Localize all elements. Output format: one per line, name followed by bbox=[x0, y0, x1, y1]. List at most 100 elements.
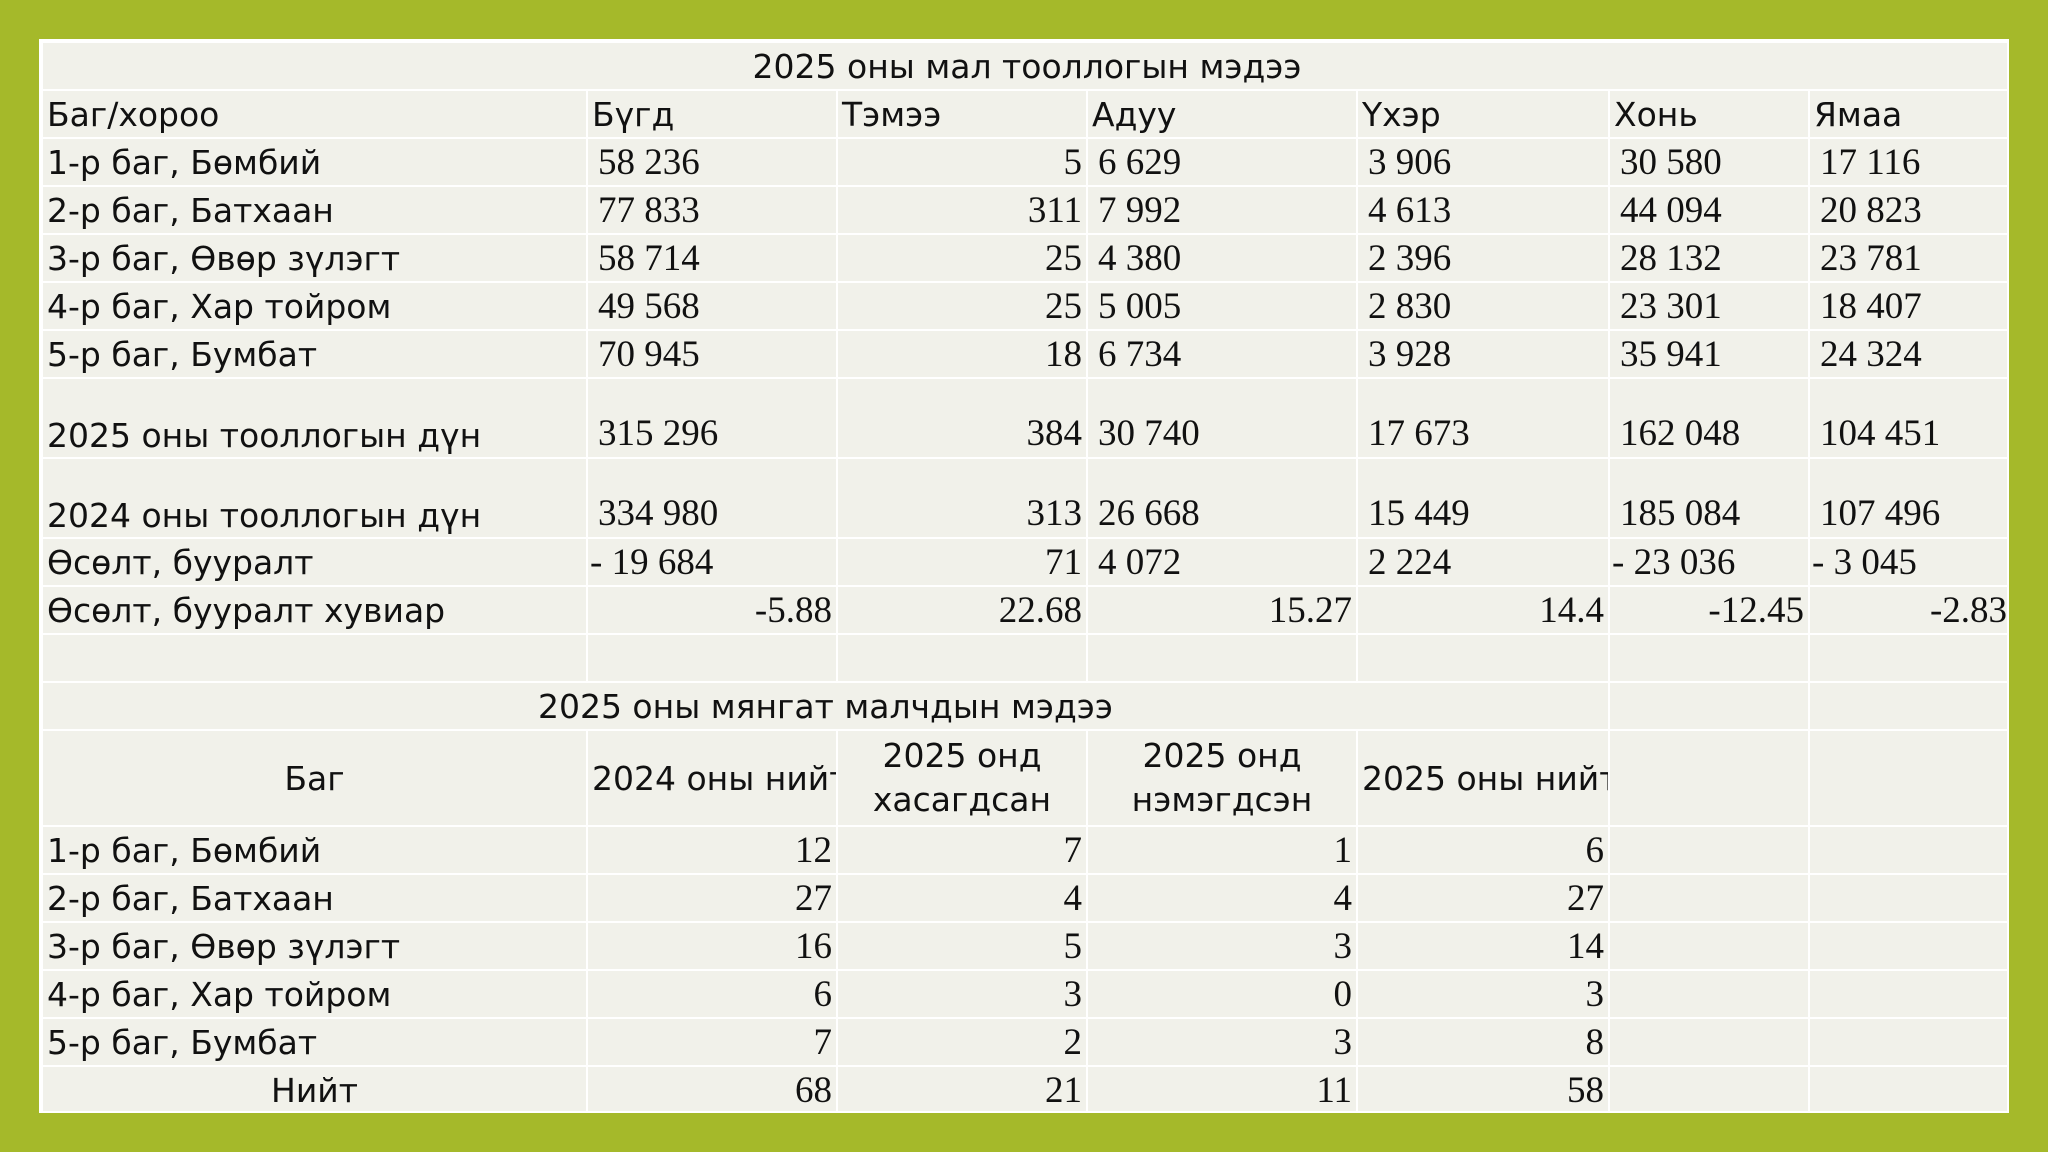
cell: 7 bbox=[586, 1017, 838, 1067]
cell: - 3 045 bbox=[1807, 537, 2007, 587]
row-label: 3-р баг, Өвөр зүлэгт bbox=[41, 921, 588, 971]
cell: 27 bbox=[586, 873, 838, 923]
livestock-title: 2025 оны мал тооллогын мэдээ bbox=[41, 41, 2007, 91]
cell: 14.4 bbox=[1356, 585, 1610, 635]
cell: 14 bbox=[1356, 921, 1610, 971]
table-row: 5-р баг, Бумбат 70 945 18 6 734 3 928 35… bbox=[41, 329, 2007, 379]
cell: 18 407 bbox=[1807, 281, 2007, 331]
row-label: 1-р баг, Бөмбий bbox=[41, 137, 588, 187]
cell: 2 830 bbox=[1356, 281, 1610, 331]
cell: 3 bbox=[1356, 969, 1610, 1019]
cell: 3 bbox=[1086, 1017, 1358, 1067]
row-label: 2024 оны тооллогын дүн bbox=[41, 457, 588, 539]
livestock-title-row: 2025 оны мал тооллогын мэдээ bbox=[41, 41, 2007, 91]
cell: 12 bbox=[586, 825, 838, 875]
cell: 5 bbox=[836, 921, 1088, 971]
cell: 3 906 bbox=[1356, 137, 1610, 187]
cell: 26 668 bbox=[1086, 457, 1358, 539]
cell: 25 bbox=[836, 281, 1088, 331]
cell: 30 740 bbox=[1086, 377, 1358, 459]
empty-row bbox=[41, 633, 2007, 683]
row-label: 2025 оны тооллогын дүн bbox=[41, 377, 588, 459]
cell: 4 380 bbox=[1086, 233, 1358, 283]
cell: 22.68 bbox=[836, 585, 1088, 635]
cell: 58 714 bbox=[586, 233, 838, 283]
cell: 6 bbox=[1356, 825, 1610, 875]
row-label: 5-р баг, Бумбат bbox=[41, 329, 588, 379]
cell: 30 580 bbox=[1608, 137, 1810, 187]
table-row: 2-р баг, Батхаан 27 4 4 27 bbox=[41, 873, 2007, 923]
cell: 15 449 bbox=[1356, 457, 1610, 539]
cell: 185 084 bbox=[1608, 457, 1810, 539]
cell: 70 945 bbox=[586, 329, 838, 379]
cell: 17 673 bbox=[1356, 377, 1610, 459]
header-cell: Баг bbox=[41, 729, 588, 827]
cell: 21 bbox=[836, 1065, 1088, 1111]
cell: 311 bbox=[836, 185, 1088, 235]
cell: 5 005 bbox=[1086, 281, 1358, 331]
cell: 6 bbox=[586, 969, 838, 1019]
cell: 8 bbox=[1356, 1017, 1610, 1067]
row-label: 5-р баг, Бумбат bbox=[41, 1017, 588, 1067]
cell: 68 bbox=[586, 1065, 838, 1111]
cell: 104 451 bbox=[1807, 377, 2007, 459]
row-label: 2-р баг, Батхаан bbox=[41, 185, 588, 235]
table-row: 5-р баг, Бумбат 7 2 3 8 bbox=[41, 1017, 2007, 1067]
row-label: Өсөлт, бууралт bbox=[41, 537, 588, 587]
cell: 162 048 bbox=[1608, 377, 1810, 459]
table-row: 3-р баг, Өвөр зүлэгт 58 714 25 4 380 2 3… bbox=[41, 233, 2007, 283]
total-2025-row: 2025 оны тооллогын дүн 315 296 384 30 74… bbox=[41, 377, 2007, 459]
cell: 2 396 bbox=[1356, 233, 1610, 283]
cell: 4 613 bbox=[1356, 185, 1610, 235]
cell: -5.88 bbox=[586, 585, 838, 635]
header-cell: Баг/хороо bbox=[41, 89, 588, 139]
cell: 7 bbox=[836, 825, 1088, 875]
row-label: Нийт bbox=[41, 1065, 588, 1111]
cell: -12.45 bbox=[1608, 585, 1810, 635]
header-cell: 2025 онд нэмэгдсэн bbox=[1086, 729, 1358, 827]
cell: 23 301 bbox=[1608, 281, 1810, 331]
herders-title: 2025 оны мянгат малчдын мэдээ bbox=[41, 681, 1610, 731]
herders-header-row: Баг 2024 оны нийт 2025 онд хасагдсан 202… bbox=[41, 729, 2007, 827]
cell: -2.83 bbox=[1807, 585, 2007, 635]
cell: 15.27 bbox=[1086, 585, 1358, 635]
table-row: 3-р баг, Өвөр зүлэгт 16 5 3 14 bbox=[41, 921, 2007, 971]
cell: 25 bbox=[836, 233, 1088, 283]
table-row: 1-р баг, Бөмбий 12 7 1 6 bbox=[41, 825, 2007, 875]
cell: 2 224 bbox=[1356, 537, 1610, 587]
cell: 2 bbox=[836, 1017, 1088, 1067]
cell: 11 bbox=[1086, 1065, 1358, 1111]
cell: 35 941 bbox=[1608, 329, 1810, 379]
cell: 27 bbox=[1356, 873, 1610, 923]
cell: 3 928 bbox=[1356, 329, 1610, 379]
cell: 20 823 bbox=[1807, 185, 2007, 235]
cell: 77 833 bbox=[586, 185, 838, 235]
spreadsheet: 2025 оны мал тооллогын мэдээ Баг/хороо Б… bbox=[39, 39, 2009, 1113]
header-cell: 2025 оны нийт bbox=[1356, 729, 1610, 827]
cell: - 19 684 bbox=[586, 537, 838, 587]
header-cell: 2024 оны нийт bbox=[586, 729, 838, 827]
livestock-table: 2025 оны мал тооллогын мэдээ Баг/хороо Б… bbox=[41, 41, 2007, 1111]
row-label: 4-р баг, Хар тойром bbox=[41, 281, 588, 331]
cell: 6 734 bbox=[1086, 329, 1358, 379]
header-cell: 2025 онд хасагдсан bbox=[836, 729, 1088, 827]
table-row: 1-р баг, Бөмбий 58 236 5 6 629 3 906 30 … bbox=[41, 137, 2007, 187]
cell: 58 236 bbox=[586, 137, 838, 187]
cell: 5 bbox=[836, 137, 1088, 187]
cell: 58 bbox=[1356, 1065, 1610, 1111]
cell: 313 bbox=[836, 457, 1088, 539]
cell: - 23 036 bbox=[1608, 537, 1810, 587]
cell: 107 496 bbox=[1807, 457, 2007, 539]
cell: 334 980 bbox=[586, 457, 838, 539]
change-row: Өсөлт, бууралт - 19 684 71 4 072 2 224 -… bbox=[41, 537, 2007, 587]
cell: 23 781 bbox=[1807, 233, 2007, 283]
header-cell: Ямаа bbox=[1807, 89, 2007, 139]
livestock-header-row: Баг/хороо Бүгд Тэмээ Адуу Үхэр Хонь Ямаа bbox=[41, 89, 2007, 139]
cell: 49 568 bbox=[586, 281, 838, 331]
cell: 18 bbox=[836, 329, 1088, 379]
cell: 71 bbox=[836, 537, 1088, 587]
cell: 3 bbox=[1086, 921, 1358, 971]
table-row: 4-р баг, Хар тойром 49 568 25 5 005 2 83… bbox=[41, 281, 2007, 331]
header-cell: Үхэр bbox=[1356, 89, 1610, 139]
change-pct-row: Өсөлт, бууралт хувиар -5.88 22.68 15.27 … bbox=[41, 585, 2007, 635]
